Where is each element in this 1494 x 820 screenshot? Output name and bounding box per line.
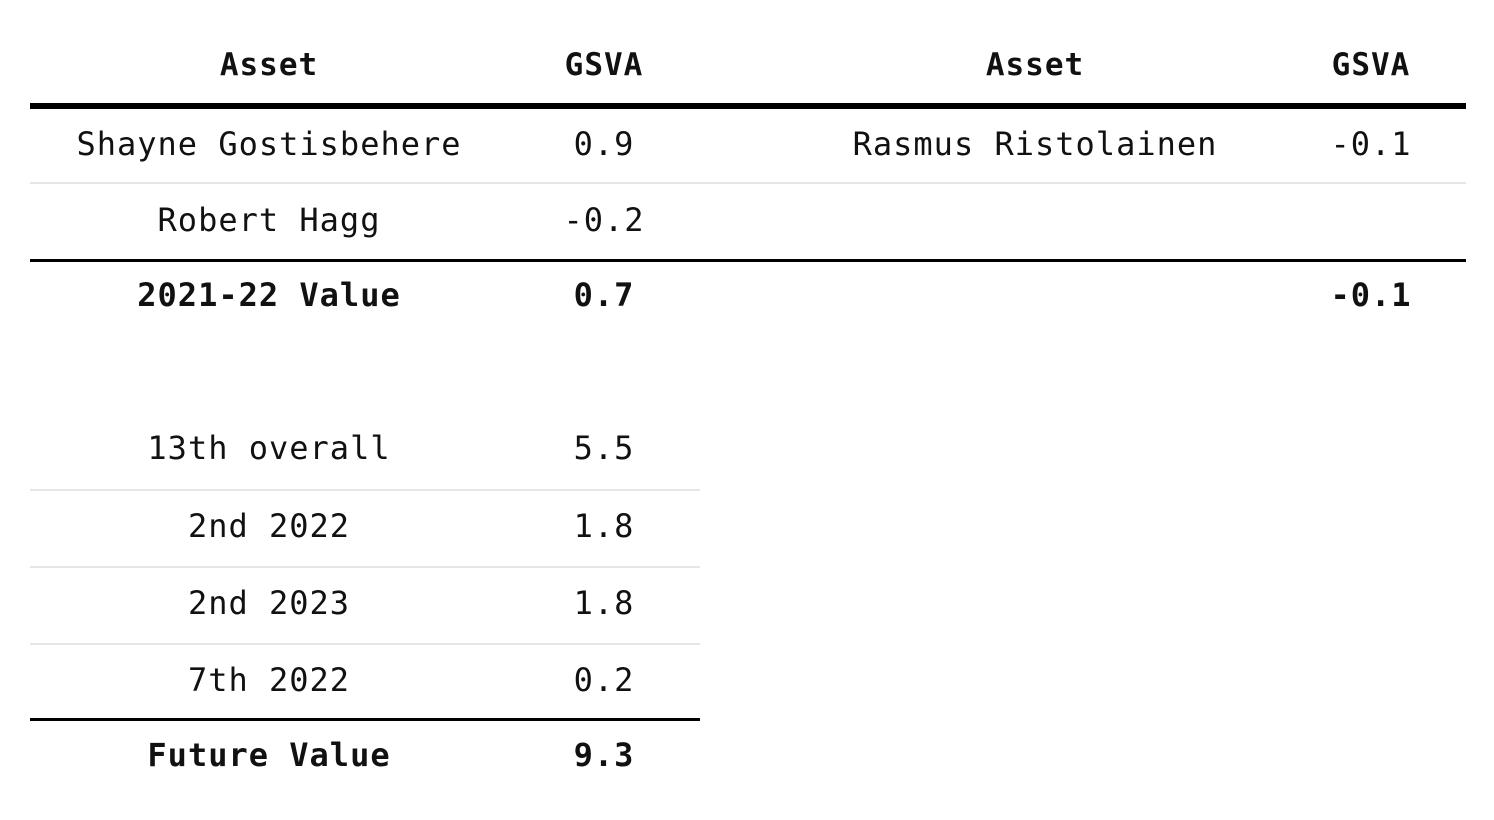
total-gsva: 9.3	[573, 736, 635, 774]
header-divider	[30, 103, 1466, 109]
header-asset-right: Asset	[985, 47, 1085, 83]
total-row: 2021-22 Value 0.7 -0.1	[30, 257, 1466, 334]
table-row: 13th overall 5.5	[30, 410, 700, 487]
gsva-cell: -0.2	[563, 201, 645, 239]
pick-cell: 2nd 2023	[187, 584, 351, 622]
row-divider	[30, 182, 1466, 184]
row-divider	[30, 566, 700, 568]
total-row: Future Value 9.3	[30, 717, 700, 794]
future-value-table: 13th overall 5.5 2nd 2022 1.8 2nd 2023 1…	[30, 410, 700, 795]
pick-cell: 13th overall	[147, 429, 391, 467]
gsva-cell: 5.5	[573, 429, 635, 467]
total-divider	[30, 259, 1466, 262]
total-label: Future Value	[147, 736, 391, 774]
header-asset-left: Asset	[219, 47, 319, 83]
gsva-cell	[1296, 182, 1446, 259]
table-row: 2nd 2023 1.8	[30, 565, 700, 642]
asset-cell: Rasmus Ristolainen	[852, 125, 1218, 163]
table-row: 7th 2022 0.2	[30, 642, 700, 719]
asset-cell: Shayne Gostisbehere	[76, 125, 462, 163]
gsva-cell: 0.2	[573, 661, 635, 699]
total-gsva-right: -0.1	[1330, 276, 1412, 314]
row-divider	[30, 643, 700, 645]
total-divider	[30, 718, 700, 721]
gsva-cell: 0.9	[573, 125, 635, 163]
asset-cell	[700, 182, 1370, 259]
header-row: Asset GSVA Asset	[30, 27, 1466, 104]
table-row: Robert Hagg -0.2	[30, 182, 1466, 259]
asset-cell: Robert Hagg	[157, 201, 381, 239]
gsva-cell: 1.8	[573, 507, 635, 545]
current-value-table: Asset GSVA Asset GSVA Shayne Gostisbeher…	[30, 27, 1466, 337]
row-divider	[30, 489, 700, 491]
pick-cell: 2nd 2022	[187, 507, 351, 545]
header-gsva-right: GSVA	[1331, 47, 1411, 83]
table-row: Shayne Gostisbehere 0.9 Rasmus Ristolain…	[30, 106, 1466, 183]
header-gsva-left: GSVA	[564, 47, 644, 83]
pick-cell: 7th 2022	[187, 661, 351, 699]
total-gsva-left: 0.7	[573, 276, 635, 314]
table-row: 2nd 2022 1.8	[30, 488, 700, 565]
total-label-right	[700, 257, 1370, 334]
total-label: 2021-22 Value	[137, 276, 401, 314]
gsva-cell: 1.8	[573, 584, 635, 622]
gsva-cell: -0.1	[1330, 125, 1412, 163]
